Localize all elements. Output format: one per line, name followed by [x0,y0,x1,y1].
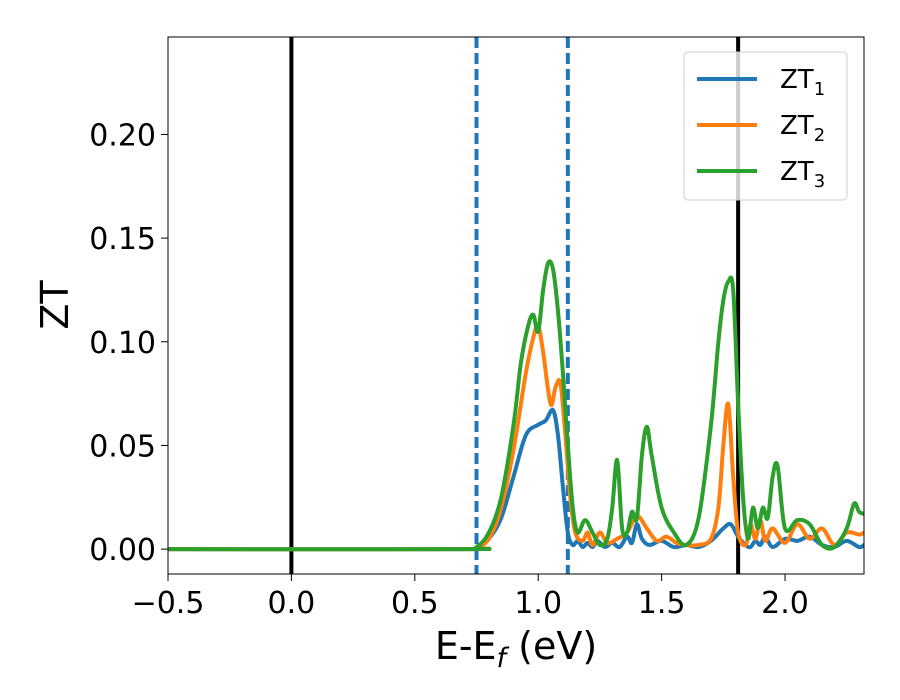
series-line-zt1 [168,407,864,552]
y-tick-label: 0.00 [89,533,156,568]
x-tick-label: 1.0 [514,586,562,621]
y-tick-label: 0.10 [89,326,156,361]
legend-label-zt1-subscript: 1 [814,79,825,100]
legend-label-zt2: ZT2 [780,111,825,146]
legend-label-zt2-subscript: 2 [814,125,825,146]
series-layer [168,259,864,552]
x-tick-label: 2.0 [761,586,809,621]
legend-label-zt1: ZT1 [780,65,825,100]
y-tick-label: 0.15 [89,222,156,257]
y-axis: 0.00 0.05 0.10 0.15 0.20 [89,118,168,568]
x-tick-label: 0.5 [391,586,439,621]
series-line-zt3 [168,259,864,552]
plot-frame [167,36,865,575]
legend-label-zt3-main: ZT [780,157,814,187]
y-axis-label: ZT [33,280,77,330]
x-axis-label-unit: (eV) [506,624,597,668]
legend: ZT1 ZT2 ZT3 [683,51,848,201]
y-tick-label: 0.05 [89,429,156,464]
x-tick-label: −0.5 [132,586,205,621]
legend-label-zt1-main: ZT [780,65,814,95]
series-line-zt2 [168,322,864,552]
legend-box [683,51,848,201]
legend-label-zt2-main: ZT [780,111,814,141]
x-axis: −0.5 0.0 0.5 1.0 1.5 2.0 [132,574,809,621]
x-tick-label: 1.5 [638,586,686,621]
legend-label-zt3: ZT3 [780,157,825,192]
y-tick-label: 0.20 [89,118,156,153]
legend-label-zt3-subscript: 3 [814,171,825,192]
x-axis-label-main: E-E [435,624,497,668]
x-axis-label: E-Ef (eV) [435,624,597,674]
x-tick-label: 0.0 [268,586,316,621]
